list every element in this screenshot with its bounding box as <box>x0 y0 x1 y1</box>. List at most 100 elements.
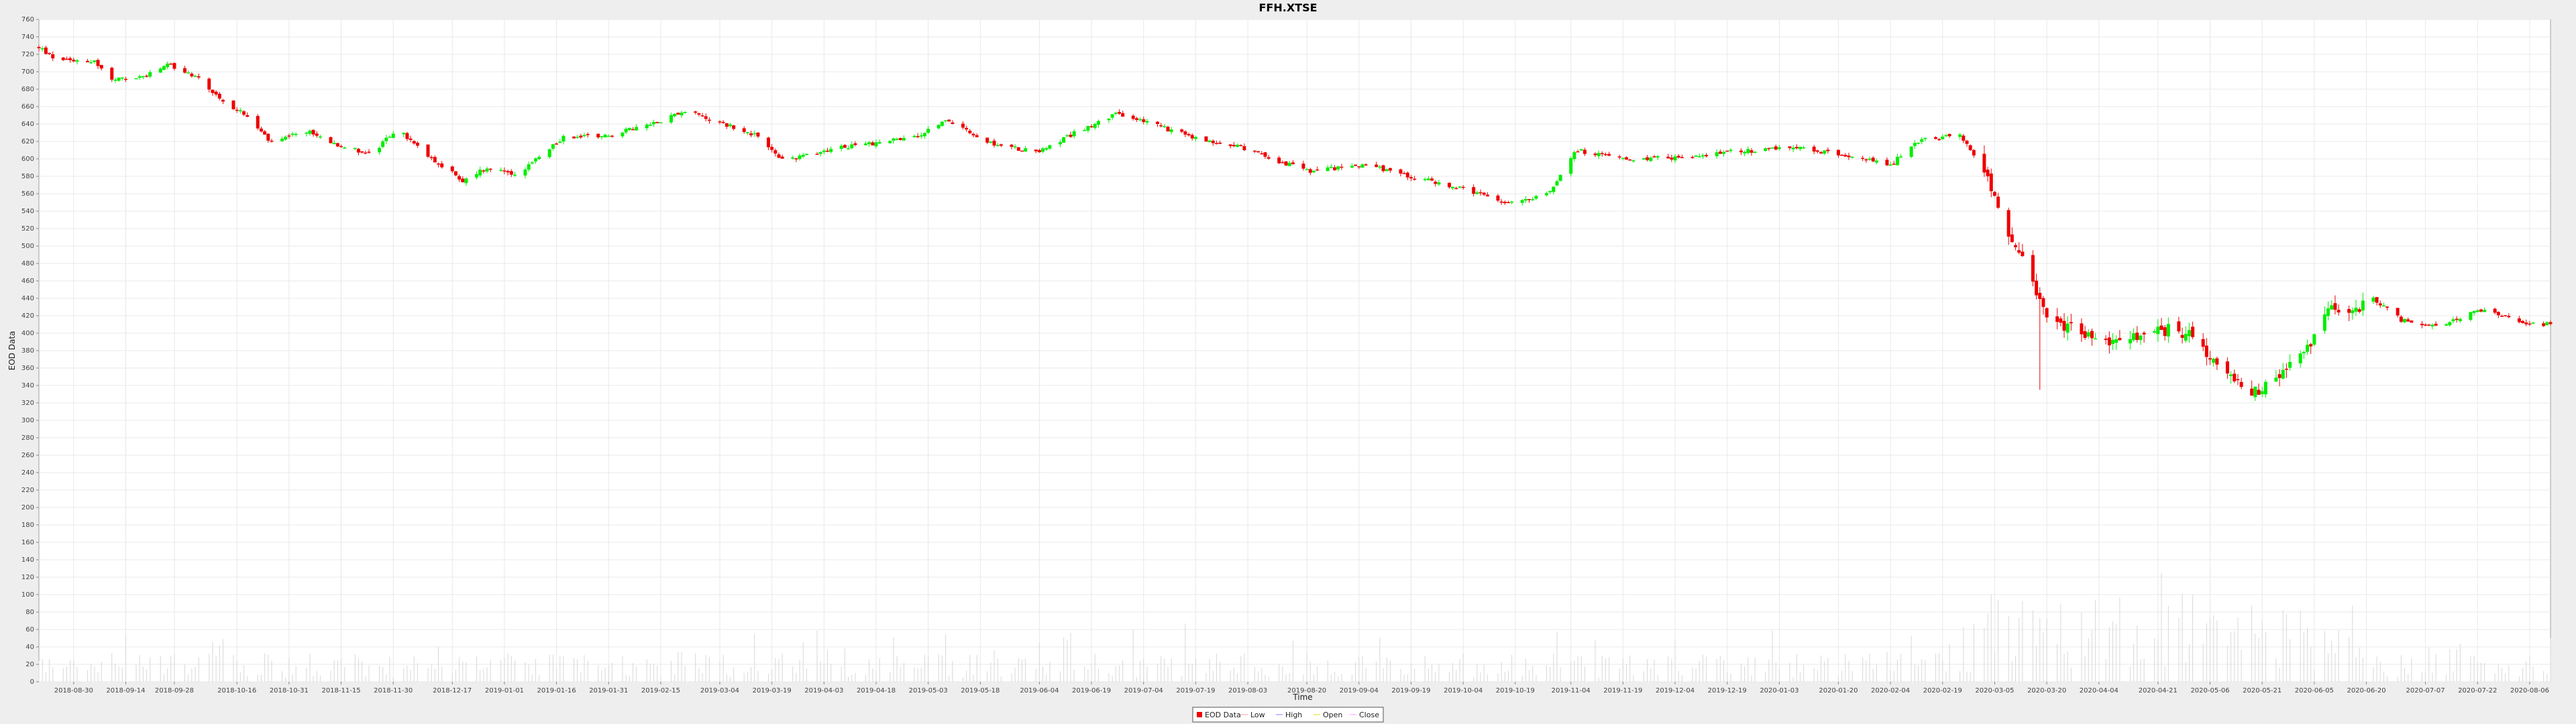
candle-body <box>631 129 635 131</box>
candle-body <box>182 68 186 73</box>
candle-body <box>648 125 652 126</box>
candle-body <box>2420 323 2424 326</box>
candle-body <box>148 72 152 77</box>
candle-body <box>996 145 1000 146</box>
candle-body <box>1326 167 1330 172</box>
candle-body <box>2347 308 2351 313</box>
candle-body <box>2250 388 2254 396</box>
candle-body <box>1169 129 1173 132</box>
candle-body <box>1705 155 1709 157</box>
candle-body <box>877 141 881 143</box>
candle-body <box>576 137 580 138</box>
candle-body <box>1089 126 1093 127</box>
x-tick-label: 2020-05-06 <box>2190 687 2229 695</box>
candle-body <box>1992 192 1996 196</box>
candle-body <box>1986 170 1990 176</box>
y-tick-label: 20 <box>25 661 34 668</box>
candle-body <box>1944 135 1948 137</box>
candle-body <box>534 158 538 162</box>
candle-body <box>1642 158 1646 160</box>
candle-body <box>2142 333 2146 335</box>
candle-body <box>2445 324 2449 326</box>
candle-body <box>1093 123 1097 128</box>
candlesticks <box>37 45 2553 402</box>
candle-body <box>415 142 419 146</box>
candle-body <box>606 135 610 137</box>
candle-body <box>2006 210 2010 237</box>
x-tick-label: 2018-10-16 <box>217 687 256 695</box>
x-tick-label: 2020-01-20 <box>1819 687 1858 695</box>
candle-body <box>1399 169 1403 174</box>
candle-body <box>1434 182 1438 184</box>
candle-body <box>2139 335 2143 341</box>
candle-body <box>1204 136 1208 142</box>
candle-body <box>2055 316 2059 322</box>
candle-body <box>433 157 437 163</box>
candle-body <box>951 122 955 124</box>
candle-body <box>2166 324 2170 337</box>
candle-body <box>2094 338 2098 340</box>
y-tick-label: 460 <box>21 278 34 285</box>
x-tick-label: 2020-03-05 <box>1975 687 2014 695</box>
candle-body <box>2212 359 2216 363</box>
candle-body <box>402 133 406 135</box>
candle-body <box>1107 119 1111 121</box>
candle-body <box>1888 164 1892 166</box>
candle-body <box>1402 173 1406 174</box>
y-tick-label: 300 <box>21 417 34 424</box>
y-tick-label: 340 <box>21 382 34 389</box>
candle-body <box>1802 147 1806 149</box>
x-tick-label: 2018-11-30 <box>374 687 413 695</box>
candle-body <box>753 133 757 135</box>
candle-body <box>965 127 969 130</box>
x-tick-label: 2020-07-22 <box>2458 687 2497 695</box>
candle-body <box>284 137 288 140</box>
candle-body <box>409 138 413 140</box>
candle-body <box>707 119 711 121</box>
candle-body <box>847 148 851 149</box>
candle-body <box>2128 339 2132 344</box>
candle-body <box>770 147 774 150</box>
candle-body <box>2038 292 2042 299</box>
candle-body <box>1138 119 1142 121</box>
candle-body <box>2180 335 2184 338</box>
candle-body <box>488 168 492 170</box>
candle-body <box>1676 156 1680 158</box>
candle-body <box>1899 156 1903 158</box>
candle-body <box>916 136 920 137</box>
candle-body <box>843 145 847 148</box>
x-tick-label: 2020-08-06 <box>2510 687 2549 695</box>
x-tick-label: 2020-02-04 <box>1871 687 1910 695</box>
candle-body <box>1933 137 1937 139</box>
candle-body <box>537 157 541 160</box>
candle-body <box>221 99 225 102</box>
candle-body <box>1913 143 1917 146</box>
y-axis-title: EOD Data <box>7 331 17 371</box>
candle-body <box>1096 121 1100 125</box>
candle-body <box>1458 186 1462 188</box>
candle-body <box>1579 149 1583 151</box>
candle-body <box>2545 322 2549 326</box>
candle-body <box>138 76 142 78</box>
candle-body <box>1010 144 1014 147</box>
x-tick-label: 2019-01-16 <box>537 687 576 695</box>
candle-body <box>1232 145 1236 147</box>
candle-body <box>1947 133 1951 137</box>
candle-body <box>1311 170 1316 173</box>
y-tick-label: 500 <box>21 243 34 250</box>
candle-body <box>1180 129 1184 132</box>
candle-body <box>1155 121 1159 124</box>
candle-body <box>1885 160 1889 166</box>
candle-body <box>1572 152 1576 160</box>
candle-body <box>190 73 194 76</box>
candle-body <box>2448 322 2452 326</box>
candle-body <box>287 135 291 137</box>
candle-body <box>2493 308 2497 313</box>
candle-body <box>186 72 191 74</box>
x-tick-label: 2019-08-03 <box>1228 687 1267 695</box>
y-tick-label: 140 <box>21 556 34 564</box>
candle-body <box>266 133 270 141</box>
candle-body <box>968 130 972 133</box>
candle-body <box>134 78 138 80</box>
candle-body <box>863 143 867 145</box>
